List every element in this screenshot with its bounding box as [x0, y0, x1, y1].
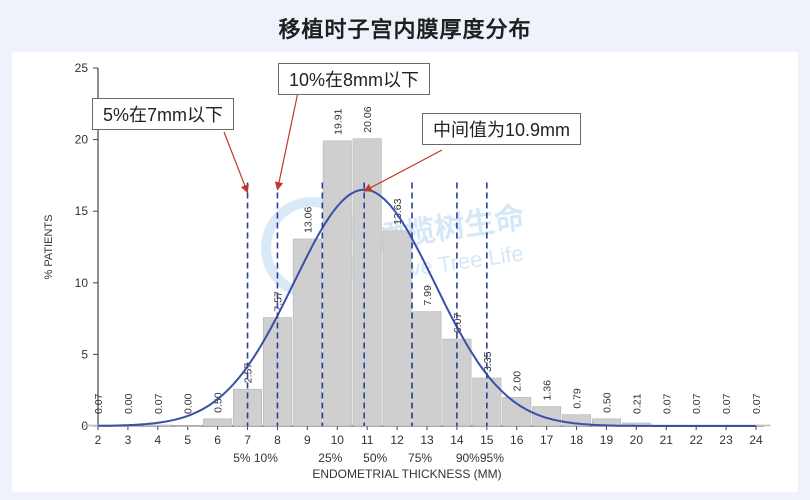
- bar: [352, 138, 382, 427]
- x-tick-label: 17: [540, 433, 554, 447]
- x-tick-label: 6: [214, 433, 221, 447]
- bar: [382, 230, 412, 427]
- x-tick-label: 5: [184, 433, 191, 447]
- bar: [532, 406, 562, 427]
- bar-value-label: 3.35: [482, 351, 494, 372]
- percentile-label: 25%: [318, 451, 342, 465]
- x-tick-label: 10: [331, 433, 345, 447]
- x-axis-label: ENDOMETRIAL THICKNESS (MM): [312, 467, 501, 481]
- bar-value-label: 7.57: [272, 291, 284, 312]
- x-tick-label: 11: [361, 433, 374, 447]
- x-tick-label: 8: [274, 433, 281, 447]
- x-tick-label: 12: [390, 433, 404, 447]
- bar-value-label: 20.06: [362, 106, 374, 132]
- bar-value-label: 19.91: [332, 108, 344, 134]
- callout-10pct: 10%在8mm以下: [278, 63, 431, 95]
- bar-value-label: 0.07: [751, 393, 763, 414]
- x-tick-label: 22: [690, 433, 704, 447]
- bar-value-label: 0.79: [572, 388, 584, 409]
- annotation-arrow: [274, 91, 299, 191]
- bar-value-label: 0.50: [601, 392, 613, 413]
- callout-median: 中间值为10.9mm: [422, 113, 582, 145]
- x-tick-label: 20: [630, 433, 644, 447]
- x-tick-label: 21: [660, 433, 674, 447]
- bar-value-label: 0.07: [661, 393, 673, 414]
- bar: [173, 425, 203, 427]
- bar-value-label: 13.06: [302, 207, 314, 233]
- bar: [203, 418, 233, 427]
- percentile-label: 5% 10%: [233, 451, 278, 465]
- x-tick-label: 2: [95, 433, 102, 447]
- x-tick-label: 14: [450, 433, 464, 447]
- y-tick-label: 5: [81, 347, 88, 361]
- normal-curve: [98, 188, 756, 427]
- x-tick-label: 16: [510, 433, 524, 447]
- bar-value-label: 0.00: [123, 393, 135, 414]
- x-tick-label: 18: [570, 433, 584, 447]
- bar-value-label: 7.99: [422, 285, 434, 306]
- bar-value-label: 0.00: [183, 393, 195, 414]
- bar-value-label: 2.00: [512, 371, 524, 392]
- x-tick-label: 19: [600, 433, 614, 447]
- x-tick-label: 13: [420, 433, 434, 447]
- callout-5pct: 5%在7mm以下: [92, 98, 235, 130]
- x-tick-label: 23: [719, 433, 733, 447]
- y-tick-label: 20: [75, 133, 89, 147]
- bar-value-label: 0.07: [691, 393, 703, 414]
- bar: [562, 414, 592, 427]
- x-tick-label: 3: [125, 433, 132, 447]
- x-tick-label: 24: [749, 433, 763, 447]
- bar-value-label: 0.50: [213, 392, 225, 413]
- y-tick-label: 15: [75, 204, 89, 218]
- annotation-arrow: [363, 149, 443, 192]
- bar: [143, 424, 173, 427]
- x-tick-label: 15: [480, 433, 494, 447]
- bar-value-label: 6.07: [452, 312, 464, 333]
- bar-value-label: 0.07: [721, 393, 733, 414]
- x-tick-label: 4: [154, 433, 161, 447]
- page-title: 移植时子宫内膜厚度分布: [278, 17, 532, 42]
- bar-value-label: 0.21: [631, 393, 643, 414]
- bar: [502, 397, 532, 427]
- annotation-arrow: [223, 131, 249, 194]
- bar-value-label: 1.36: [542, 380, 554, 401]
- bar: [322, 140, 352, 427]
- x-tick-label: 7: [244, 433, 251, 447]
- y-tick-label: 25: [75, 61, 89, 75]
- percentile-label: 90%95%: [456, 451, 504, 465]
- bar-value-label: 13.63: [392, 198, 404, 224]
- bar-value-label: 0.07: [153, 393, 165, 414]
- percentile-label: 75%: [408, 451, 432, 465]
- y-tick-label: 10: [75, 276, 89, 290]
- percentile-label: 50%: [363, 451, 387, 465]
- bar: [412, 311, 442, 427]
- bar: [292, 238, 322, 427]
- bar-value-label: 0.07: [93, 393, 105, 414]
- y-axis-label: % PATIENTS: [43, 215, 55, 280]
- x-tick-label: 9: [304, 433, 311, 447]
